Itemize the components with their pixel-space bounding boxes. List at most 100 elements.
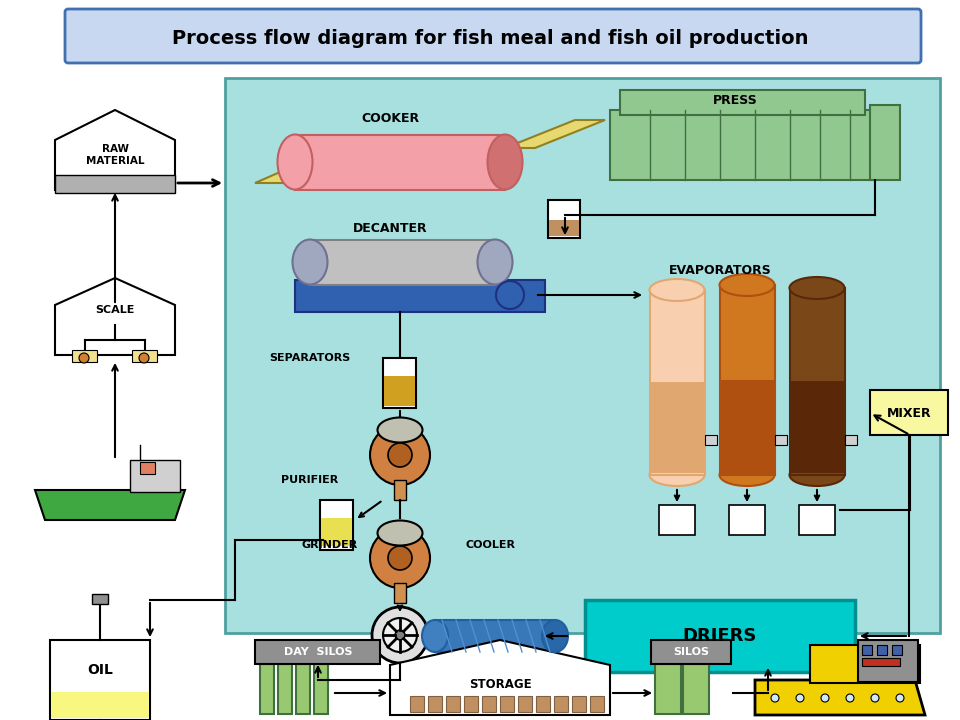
Bar: [132, 350, 157, 362]
Text: STORAGE: STORAGE: [468, 678, 531, 691]
Bar: [435, 620, 555, 652]
Bar: [50, 640, 150, 720]
Bar: [295, 280, 545, 312]
Bar: [549, 220, 579, 236]
Text: PURIFIER: PURIFIER: [281, 475, 339, 485]
Bar: [383, 358, 416, 408]
Bar: [659, 505, 695, 535]
Bar: [518, 696, 532, 712]
Ellipse shape: [277, 135, 313, 189]
Bar: [55, 175, 175, 193]
Bar: [650, 290, 705, 475]
Bar: [655, 664, 681, 714]
Bar: [790, 288, 845, 475]
Bar: [858, 640, 918, 682]
Polygon shape: [255, 148, 370, 183]
Text: MIXER: MIXER: [887, 407, 931, 420]
Circle shape: [771, 694, 779, 702]
Ellipse shape: [719, 274, 775, 296]
Bar: [140, 462, 155, 474]
Bar: [610, 110, 875, 180]
Bar: [791, 381, 844, 473]
Ellipse shape: [377, 521, 422, 546]
Circle shape: [796, 694, 804, 702]
Polygon shape: [55, 110, 175, 190]
Ellipse shape: [650, 279, 705, 301]
Circle shape: [139, 353, 149, 363]
Bar: [296, 664, 310, 714]
Circle shape: [372, 607, 428, 663]
Text: EVAPORATORS: EVAPORATORS: [668, 264, 772, 276]
Polygon shape: [55, 278, 175, 355]
Ellipse shape: [496, 281, 524, 309]
Ellipse shape: [719, 464, 775, 486]
Ellipse shape: [488, 135, 522, 189]
Bar: [620, 90, 865, 115]
Circle shape: [896, 694, 904, 702]
Bar: [729, 505, 765, 535]
Bar: [585, 600, 855, 672]
Bar: [410, 696, 424, 712]
Bar: [892, 645, 902, 655]
Circle shape: [370, 528, 430, 588]
Text: OIL: OIL: [87, 663, 113, 677]
Bar: [862, 645, 872, 655]
Text: DRIERS: DRIERS: [683, 627, 757, 645]
Text: COOKER: COOKER: [361, 112, 420, 125]
Bar: [130, 460, 180, 492]
Bar: [720, 285, 775, 475]
Bar: [225, 78, 940, 633]
Bar: [721, 380, 774, 474]
Bar: [775, 435, 787, 445]
Bar: [845, 435, 857, 445]
Bar: [799, 505, 835, 535]
Polygon shape: [755, 680, 925, 715]
Bar: [51, 692, 149, 718]
Bar: [394, 480, 406, 500]
Ellipse shape: [789, 277, 845, 299]
Bar: [651, 382, 704, 473]
Polygon shape: [390, 640, 610, 715]
Circle shape: [395, 630, 405, 640]
Bar: [590, 696, 604, 712]
Bar: [260, 664, 274, 714]
Circle shape: [383, 618, 417, 652]
Ellipse shape: [650, 464, 705, 486]
Text: PRESS: PRESS: [712, 94, 757, 107]
Bar: [651, 640, 731, 664]
Text: Process flow diagram for fish meal and fish oil production: Process flow diagram for fish meal and f…: [172, 29, 808, 48]
Text: SEPARATORS: SEPARATORS: [270, 353, 350, 363]
Bar: [320, 500, 353, 550]
Bar: [72, 350, 97, 362]
Bar: [877, 645, 887, 655]
Ellipse shape: [789, 464, 845, 486]
Bar: [500, 696, 514, 712]
Bar: [705, 435, 717, 445]
Text: SCALE: SCALE: [95, 305, 134, 315]
Bar: [446, 696, 460, 712]
Bar: [548, 200, 580, 238]
Bar: [870, 105, 900, 180]
Polygon shape: [505, 120, 605, 148]
Circle shape: [370, 425, 430, 485]
Circle shape: [79, 353, 89, 363]
FancyBboxPatch shape: [65, 9, 921, 63]
Circle shape: [388, 443, 412, 467]
Ellipse shape: [293, 240, 327, 284]
Bar: [428, 696, 442, 712]
Bar: [536, 696, 550, 712]
Bar: [255, 640, 380, 664]
Bar: [295, 135, 505, 190]
Bar: [92, 594, 108, 604]
Bar: [810, 645, 920, 683]
Ellipse shape: [477, 240, 513, 284]
Bar: [482, 696, 496, 712]
Bar: [464, 696, 478, 712]
Ellipse shape: [377, 418, 422, 443]
Bar: [554, 696, 568, 712]
Bar: [870, 390, 948, 435]
Text: DAY  SILOS: DAY SILOS: [284, 647, 352, 657]
Bar: [572, 696, 586, 712]
Bar: [321, 518, 352, 546]
Text: GRINDER: GRINDER: [301, 540, 358, 550]
